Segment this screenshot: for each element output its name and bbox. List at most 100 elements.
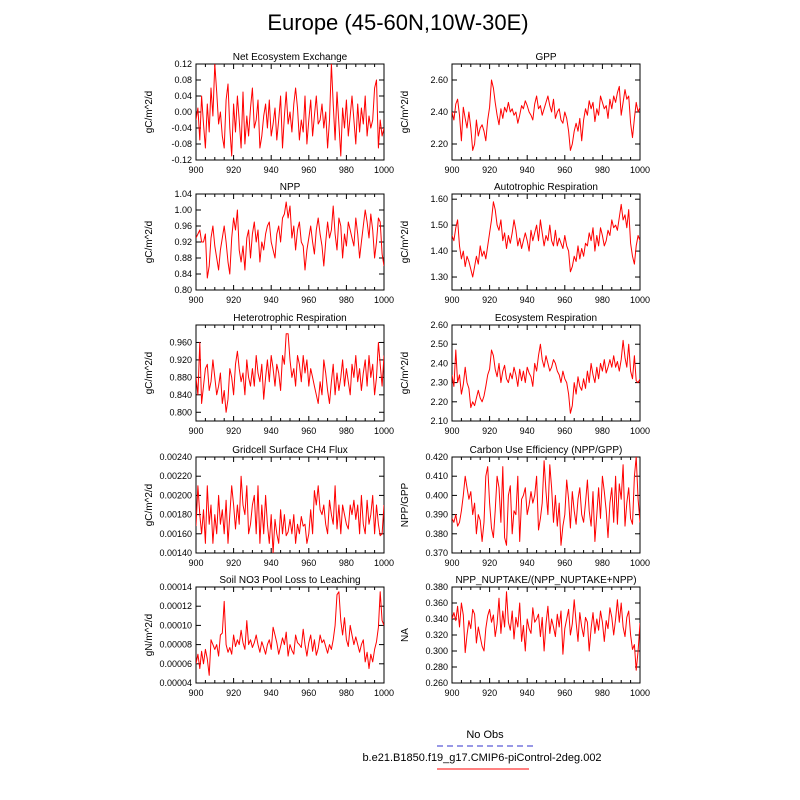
- plot-frame: [195, 324, 385, 422]
- legend: No Obs b.e21.B1850.f19_g17.CMIP6-piContr…: [362, 729, 602, 770]
- x-tick-label: 980: [339, 688, 354, 698]
- x-tick-label: 980: [339, 426, 354, 436]
- panel-title: Carbon Use Efficiency (NPP/GPP): [470, 445, 623, 456]
- series-line: [196, 64, 384, 157]
- series-line: [196, 201, 384, 279]
- x-tick-label: 900: [444, 688, 459, 698]
- y-axis-label: gN/m^2/d: [144, 614, 155, 657]
- x-tick-label: 940: [520, 295, 535, 305]
- panel-title: GPP: [535, 52, 556, 63]
- x-tick-label: 960: [301, 688, 316, 698]
- x-tick-label: 940: [520, 165, 535, 175]
- x-tick-label: 980: [595, 426, 610, 436]
- series-line: [196, 333, 384, 413]
- y-tick-label: 0.340: [425, 614, 448, 624]
- panel-npp: NPP 900 920 940 960 980 1000 0.80 0.84 0.88 0.92 0.…: [144, 182, 394, 305]
- y-tick-label: 0.84: [174, 269, 192, 279]
- y-tick-label: 0.380: [425, 529, 448, 539]
- x-tick-label: 920: [226, 426, 241, 436]
- y-tick-label: 0.00: [174, 107, 192, 117]
- y-tick-label: 0.00004: [159, 678, 192, 688]
- y-tick-label: 2.40: [430, 358, 448, 368]
- y-tick-label: 0.08: [174, 75, 192, 85]
- x-tick-label: 920: [482, 295, 497, 305]
- y-tick-label: 0.880: [169, 372, 192, 382]
- y-tick-label: 1.30: [430, 272, 448, 282]
- y-tick-label: 2.50: [430, 339, 448, 349]
- panel-gpp: GPP 900 920 940 960 980 1000 2.20 2.40 2.60 gC/m^2…: [400, 52, 650, 175]
- y-tick-label: 1.50: [430, 220, 448, 230]
- panel-soil-no3-pool-loss-to-leaching: Soil NO3 Pool Loss to Leaching 900 920 940 9…: [144, 575, 394, 698]
- x-tick-label: 940: [264, 688, 279, 698]
- x-tick-label: 920: [482, 426, 497, 436]
- y-tick-label: 2.20: [430, 397, 448, 407]
- y-tick-label: 2.60: [430, 75, 448, 85]
- plot-frame: [451, 63, 641, 161]
- y-axis-label: gC/m^2/d: [144, 221, 155, 264]
- x-tick-label: 1000: [374, 165, 394, 175]
- y-tick-label: 0.00014: [159, 582, 192, 592]
- x-tick-label: 920: [226, 165, 241, 175]
- panel-title: Heterotrophic Respiration: [233, 313, 346, 324]
- x-tick-label: 980: [339, 165, 354, 175]
- x-tick-label: 920: [482, 688, 497, 698]
- legend-case-label: b.e21.B1850.f19_g17.CMIP6-piControl-2deg…: [362, 752, 601, 764]
- y-axis-label: gC/m^2/d: [144, 91, 155, 134]
- x-tick-label: 900: [444, 295, 459, 305]
- x-tick-label: 940: [520, 688, 535, 698]
- y-tick-label: 2.40: [430, 107, 448, 117]
- x-tick-label: 980: [595, 688, 610, 698]
- y-axis-label: gC/m^2/d: [144, 484, 155, 527]
- x-tick-label: 1000: [374, 426, 394, 436]
- y-tick-label: 0.00180: [159, 510, 192, 520]
- x-tick-label: 980: [339, 295, 354, 305]
- y-tick-label: 0.80: [174, 285, 192, 295]
- y-tick-label: 0.410: [425, 471, 448, 481]
- x-tick-label: 980: [595, 558, 610, 568]
- y-tick-label: 0.960: [169, 337, 192, 347]
- y-tick-label: 0.360: [425, 598, 448, 608]
- series-line: [196, 591, 384, 676]
- y-tick-label: 0.00140: [159, 548, 192, 558]
- x-tick-label: 980: [595, 165, 610, 175]
- y-tick-label: 0.920: [169, 355, 192, 365]
- y-tick-label: -0.08: [171, 139, 192, 149]
- x-tick-label: 920: [226, 688, 241, 698]
- y-tick-label: 2.10: [430, 416, 448, 426]
- panel-autotrophic-respiration: Autotrophic Respiration 900 920 940 960 980 10…: [400, 182, 650, 305]
- x-tick-label: 960: [301, 295, 316, 305]
- y-tick-label: 2.30: [430, 378, 448, 388]
- x-tick-label: 980: [339, 558, 354, 568]
- x-tick-label: 900: [444, 165, 459, 175]
- x-tick-label: 940: [264, 295, 279, 305]
- y-tick-label: 0.00160: [159, 529, 192, 539]
- y-tick-label: 1.40: [430, 246, 448, 256]
- y-axis-label: gC/m^2/d: [400, 352, 411, 395]
- x-tick-label: 1000: [374, 688, 394, 698]
- x-tick-label: 920: [226, 558, 241, 568]
- plot-frame: [451, 324, 641, 422]
- series-line: [452, 79, 640, 151]
- x-tick-label: 960: [557, 558, 572, 568]
- y-tick-label: 0.96: [174, 221, 192, 231]
- series-line: [452, 339, 640, 414]
- series-line: [452, 457, 640, 546]
- x-tick-label: 980: [595, 295, 610, 305]
- plot-frame: [451, 193, 641, 291]
- x-tick-label: 1000: [630, 165, 650, 175]
- x-tick-label: 960: [557, 688, 572, 698]
- y-tick-label: 2.20: [430, 139, 448, 149]
- x-tick-label: 960: [301, 558, 316, 568]
- y-tick-label: 0.370: [425, 548, 448, 558]
- x-tick-label: 1000: [374, 295, 394, 305]
- panel-title: Net Ecosystem Exchange: [233, 52, 348, 63]
- x-tick-label: 940: [264, 165, 279, 175]
- y-tick-label: 0.400: [425, 490, 448, 500]
- panel-carbon-use-efficiency-npp-gpp: Carbon Use Efficiency (NPP/GPP) 900 920 940…: [400, 445, 650, 568]
- y-tick-label: 2.60: [430, 320, 448, 330]
- x-tick-label: 940: [520, 426, 535, 436]
- y-axis-label: gC/m^2/d: [144, 352, 155, 395]
- x-tick-label: 920: [482, 165, 497, 175]
- x-tick-label: 1000: [374, 558, 394, 568]
